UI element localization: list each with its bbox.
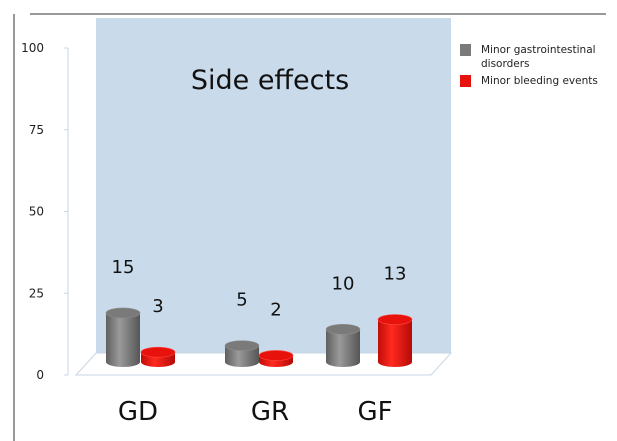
data-label-gf-series-1: 13 <box>384 263 407 284</box>
legend: Minor gastrointestinal disorders Minor b… <box>460 44 598 87</box>
legend-swatch-bleeding <box>460 75 471 87</box>
category-label-gr: GR <box>251 397 289 427</box>
bar-gr-series-1 <box>258 350 294 367</box>
data-label-gd-series-0: 15 <box>112 257 135 278</box>
category-label-gd: GD <box>118 397 158 427</box>
legend-label-bleeding: Minor bleeding events <box>481 75 598 87</box>
y-tick-label: 100 <box>21 41 44 55</box>
legend-label-gastrointestinal-line1: Minor gastrointestinal <box>481 44 596 56</box>
y-tick-label: 50 <box>29 205 44 219</box>
bar-gr-series-0 <box>224 340 260 367</box>
chart-title: Side effects <box>191 65 349 96</box>
bar-gf-series-0 <box>325 323 361 367</box>
legend-label-gastrointestinal-line2: disorders <box>481 58 530 70</box>
category-labels: GD GR GF <box>118 397 393 427</box>
data-label-gr-series-0: 5 <box>236 290 247 311</box>
data-label-gr-series-1: 2 <box>270 299 281 320</box>
y-axis-ticks: 0 25 50 75 100 <box>21 41 68 382</box>
chart-back-wall <box>96 18 451 353</box>
bar-gd-series-1 <box>140 346 176 367</box>
bar-gd-series-0 <box>105 307 141 367</box>
bar-gf-series-1 <box>377 314 413 367</box>
data-label-gf-series-0: 10 <box>332 273 355 294</box>
y-tick-label: 0 <box>36 368 44 382</box>
data-label-gd-series-1: 3 <box>152 296 163 317</box>
category-label-gf: GF <box>357 397 392 427</box>
bars-group <box>105 307 413 367</box>
y-tick-label: 25 <box>29 286 44 300</box>
y-tick-label: 75 <box>29 123 44 137</box>
data-labels: 15 5 10 3 2 13 <box>112 257 407 321</box>
legend-swatch-gastrointestinal <box>460 44 471 56</box>
